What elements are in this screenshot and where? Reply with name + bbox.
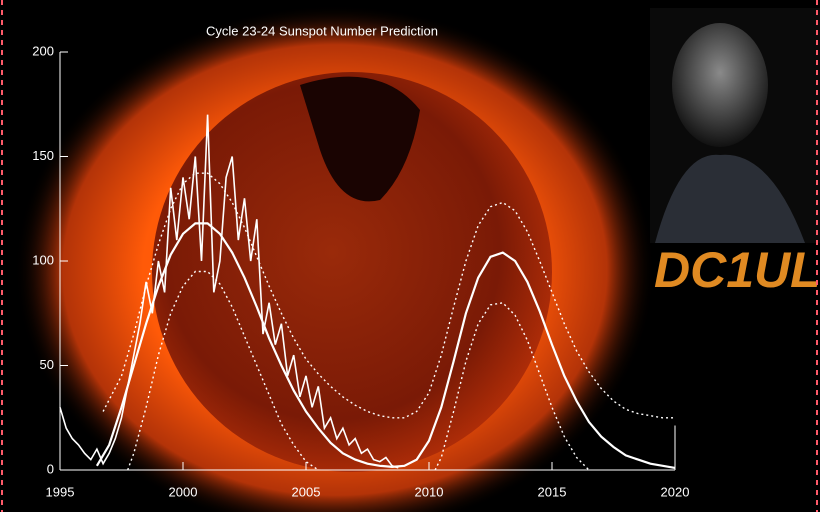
logo-text: DC1ULI [654, 242, 820, 298]
coronal-hole [300, 76, 420, 202]
sun-disk [152, 72, 552, 472]
y-tick-label: 0 [47, 461, 54, 476]
y-tick-label: 150 [32, 148, 54, 163]
y-tick-label: 100 [32, 252, 54, 267]
x-tick-label: 1995 [46, 484, 75, 499]
data-line [127, 270, 590, 471]
portrait-shirt [655, 154, 805, 243]
data-line [102, 172, 675, 419]
x-tick-label: 2010 [415, 484, 444, 499]
data-line [95, 222, 676, 469]
x-tick-label: 2000 [169, 484, 198, 499]
x-tick-label: 2015 [538, 484, 567, 499]
x-tick-label: 2005 [292, 484, 321, 499]
portrait-head [672, 23, 768, 147]
chart-title: Cycle 23-24 Sunspot Number Prediction [206, 23, 438, 38]
data-line [59, 114, 399, 469]
x-tick-label: 2020 [661, 484, 690, 499]
plot-area: 0 50 100 150 200 1995 2000 2005 2010 2015 2020 [32, 43, 689, 499]
y-tick-label: 50 [40, 357, 54, 372]
y-tick-label: 200 [32, 43, 54, 58]
